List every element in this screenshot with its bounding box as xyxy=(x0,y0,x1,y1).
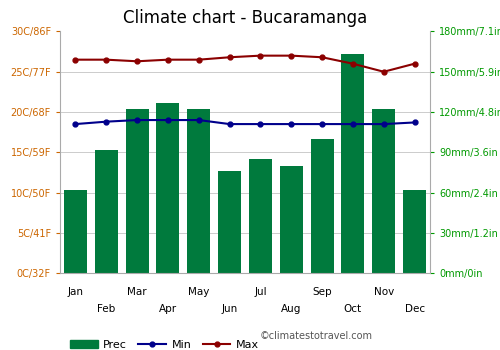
Text: Jan: Jan xyxy=(68,287,84,298)
Text: Apr: Apr xyxy=(159,304,177,314)
Bar xyxy=(218,171,241,273)
Bar xyxy=(342,54,364,273)
Bar xyxy=(156,103,180,273)
Text: Oct: Oct xyxy=(344,304,362,314)
Bar xyxy=(310,139,334,273)
Legend: Prec, Min, Max: Prec, Min, Max xyxy=(66,336,264,350)
Bar xyxy=(126,109,148,273)
Text: May: May xyxy=(188,287,210,298)
Bar xyxy=(187,109,210,273)
Bar xyxy=(94,149,118,273)
Text: Feb: Feb xyxy=(97,304,116,314)
Text: Jun: Jun xyxy=(222,304,238,314)
Text: Jul: Jul xyxy=(254,287,266,298)
Text: Sep: Sep xyxy=(312,287,332,298)
Bar xyxy=(403,190,426,273)
Text: Dec: Dec xyxy=(404,304,424,314)
Bar xyxy=(372,109,396,273)
Text: ©climatestotravel.com: ©climatestotravel.com xyxy=(260,331,373,341)
Text: Nov: Nov xyxy=(374,287,394,298)
Bar xyxy=(249,159,272,273)
Bar xyxy=(280,166,303,273)
Text: Aug: Aug xyxy=(281,304,301,314)
Title: Climate chart - Bucaramanga: Climate chart - Bucaramanga xyxy=(123,9,367,27)
Text: Mar: Mar xyxy=(128,287,147,298)
Bar xyxy=(64,190,87,273)
